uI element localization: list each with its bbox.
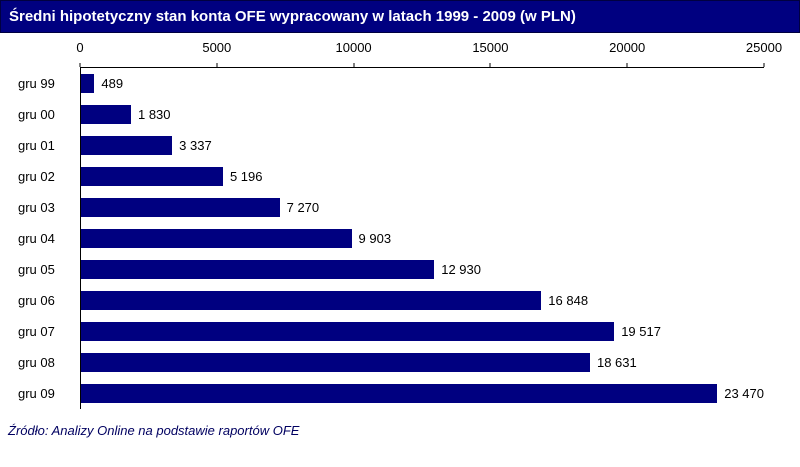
- x-tick-mark: [626, 63, 628, 67]
- category-label: gru 05: [18, 262, 55, 277]
- plot-area: 3 337: [80, 130, 764, 161]
- value-label: 1 830: [137, 107, 171, 122]
- bar: [81, 105, 131, 124]
- value-label: 23 470: [724, 386, 764, 401]
- bar: [81, 136, 173, 155]
- value-label: 7 270: [286, 200, 320, 215]
- bar: [81, 167, 223, 186]
- plot-area: 19 517: [80, 316, 764, 347]
- category-label: gru 08: [18, 355, 55, 370]
- value-label: 12 930: [441, 262, 481, 277]
- bar: [81, 353, 590, 372]
- bar: [81, 322, 615, 341]
- category-label: gru 01: [18, 138, 55, 153]
- bar-row: gru 05 12 930: [8, 254, 764, 285]
- category-label: gru 06: [18, 293, 55, 308]
- x-tick-mark: [763, 63, 765, 67]
- plot-area: 9 903: [80, 223, 764, 254]
- category-label: gru 04: [18, 231, 55, 246]
- x-tick-label: 10000: [335, 40, 372, 55]
- plot-area: 12 930: [80, 254, 764, 285]
- plot-area: 23 470: [80, 378, 764, 409]
- x-tick-label: 15000: [472, 40, 509, 55]
- value-label: 3 337: [179, 138, 212, 153]
- plot-area: 18 631: [80, 347, 764, 378]
- bar: [81, 291, 542, 310]
- x-tick-mark: [489, 63, 491, 67]
- bar-row: gru 06 16 848: [8, 285, 764, 316]
- value-label: 16 848: [548, 293, 589, 308]
- x-tick-label: 20000: [609, 40, 646, 55]
- bar-row: gru 07 19 517: [8, 316, 764, 347]
- x-tick-label: 5000: [202, 40, 232, 55]
- x-tick-mark: [216, 63, 218, 67]
- x-tick-mark: [79, 63, 81, 67]
- category-label: gru 03: [18, 200, 55, 215]
- bar: [81, 229, 352, 248]
- bar-row: gru 99 489: [8, 68, 764, 99]
- category-label: gru 09: [18, 386, 55, 401]
- value-label: 9 903: [358, 231, 392, 246]
- x-tick-label: 25000: [745, 40, 783, 55]
- bar: [81, 384, 718, 403]
- x-axis: 0 5000 10000 15000 20000 25000: [76, 37, 782, 68]
- chart-title: Średni hipotetyczny stan konta OFE wypra…: [9, 8, 576, 25]
- bar-row: gru 04 9 903: [8, 223, 764, 254]
- bar-row: gru 09 23 470: [8, 378, 764, 409]
- x-tick-mark: [353, 63, 355, 67]
- category-label: gru 00: [18, 107, 55, 122]
- plot-area: 7 270: [80, 192, 764, 223]
- source-note: Źródło: Analizy Online na podstawie rapo…: [8, 423, 300, 438]
- bar-row: gru 03 7 270: [8, 192, 764, 223]
- bar-chart: 0 5000 10000 15000 20000 25000 gru 99 489 gru 0…: [8, 37, 782, 409]
- bar: [81, 260, 435, 279]
- value-label: 19 517: [621, 324, 661, 339]
- bar: [81, 74, 95, 93]
- value-label: 18 631: [596, 355, 637, 370]
- plot-area: 489: [80, 68, 764, 99]
- chart-rows: gru 99 489 gru 00 1 830 gru 01 3 337 gru 02 5 1…: [8, 68, 764, 409]
- x-tick-label: 0: [76, 40, 84, 55]
- category-label: gru 02: [18, 169, 55, 184]
- bar-row: gru 02 5 196: [8, 161, 764, 192]
- category-label: gru 07: [18, 324, 55, 339]
- chart-title-bar: Średni hipotetyczny stan konta OFE wypra…: [0, 0, 800, 33]
- plot-area: 16 848: [80, 285, 764, 316]
- bar-row: gru 08 18 631: [8, 347, 764, 378]
- bar-row: gru 01 3 337: [8, 130, 764, 161]
- bar-row: gru 00 1 830: [8, 99, 764, 130]
- category-label: gru 99: [18, 76, 55, 91]
- bar: [81, 198, 280, 217]
- value-label: 489: [101, 76, 124, 91]
- plot-area: 5 196: [80, 161, 764, 192]
- value-label: 5 196: [229, 169, 263, 184]
- plot-area: 1 830: [80, 99, 764, 130]
